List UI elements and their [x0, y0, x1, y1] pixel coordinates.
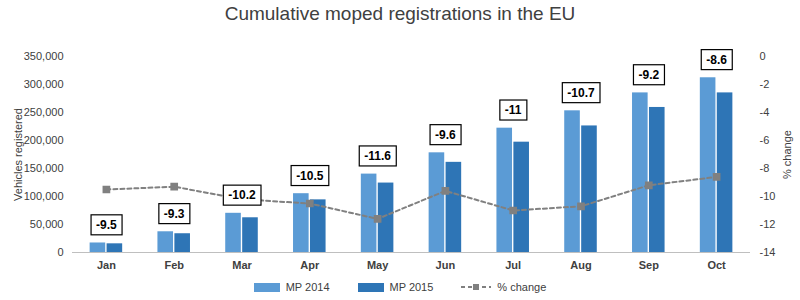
svg-text:150,000: 150,000 — [24, 162, 64, 174]
svg-text:Sep: Sep — [639, 259, 659, 271]
svg-text:-11: -11 — [505, 103, 522, 117]
svg-text:% change: % change — [781, 130, 793, 179]
svg-text:Apr: Apr — [300, 259, 320, 271]
svg-text:Feb: Feb — [164, 259, 184, 271]
svg-text:0: 0 — [57, 246, 63, 258]
svg-text:-10.7: -10.7 — [567, 86, 595, 100]
svg-text:-9.3: -9.3 — [164, 207, 185, 221]
html-text:MP 2015: MP 2015 — [389, 281, 434, 293]
svg-text:-9.2: -9.2 — [638, 68, 659, 82]
svg-text:-8: -8 — [760, 162, 770, 174]
svg-text:Jun: Jun — [436, 259, 456, 271]
svg-text:-4: -4 — [760, 106, 770, 118]
svg-text:-10.5: -10.5 — [296, 169, 324, 183]
svg-text:Oct: Oct — [707, 259, 726, 271]
html-text:Cumulative moped registrations: Cumulative moped registrations in the EU — [224, 3, 576, 24]
svg-text:-9.5: -9.5 — [96, 218, 117, 232]
svg-text:350,000: 350,000 — [24, 50, 64, 62]
svg-text:50,000: 50,000 — [30, 218, 64, 230]
svg-text:Jul: Jul — [505, 259, 521, 271]
html-text:% change: % change — [497, 281, 547, 293]
svg-text:Jan: Jan — [97, 259, 116, 271]
svg-text:-10: -10 — [760, 190, 776, 202]
svg-text:-11.6: -11.6 — [364, 149, 391, 163]
svg-text:-6: -6 — [760, 134, 770, 146]
svg-text:-10.2: -10.2 — [228, 188, 256, 202]
svg-text:Vehicles registered: Vehicles registered — [12, 108, 24, 201]
svg-text:0: 0 — [760, 50, 766, 62]
svg-text:300,000: 300,000 — [24, 78, 64, 90]
svg-text:100,000: 100,000 — [24, 190, 64, 202]
svg-text:-12: -12 — [760, 218, 776, 230]
svg-text:-2: -2 — [760, 78, 770, 90]
svg-text:May: May — [367, 259, 389, 271]
svg-text:Mar: Mar — [232, 259, 252, 271]
svg-text:200,000: 200,000 — [24, 134, 64, 146]
svg-text:-8.6: -8.6 — [706, 53, 727, 67]
svg-text:Aug: Aug — [570, 259, 591, 271]
svg-text:250,000: 250,000 — [24, 106, 64, 118]
svg-text:-9.6: -9.6 — [435, 128, 456, 142]
html-text:MP 2014: MP 2014 — [285, 281, 330, 293]
svg-text:-14: -14 — [760, 246, 776, 258]
